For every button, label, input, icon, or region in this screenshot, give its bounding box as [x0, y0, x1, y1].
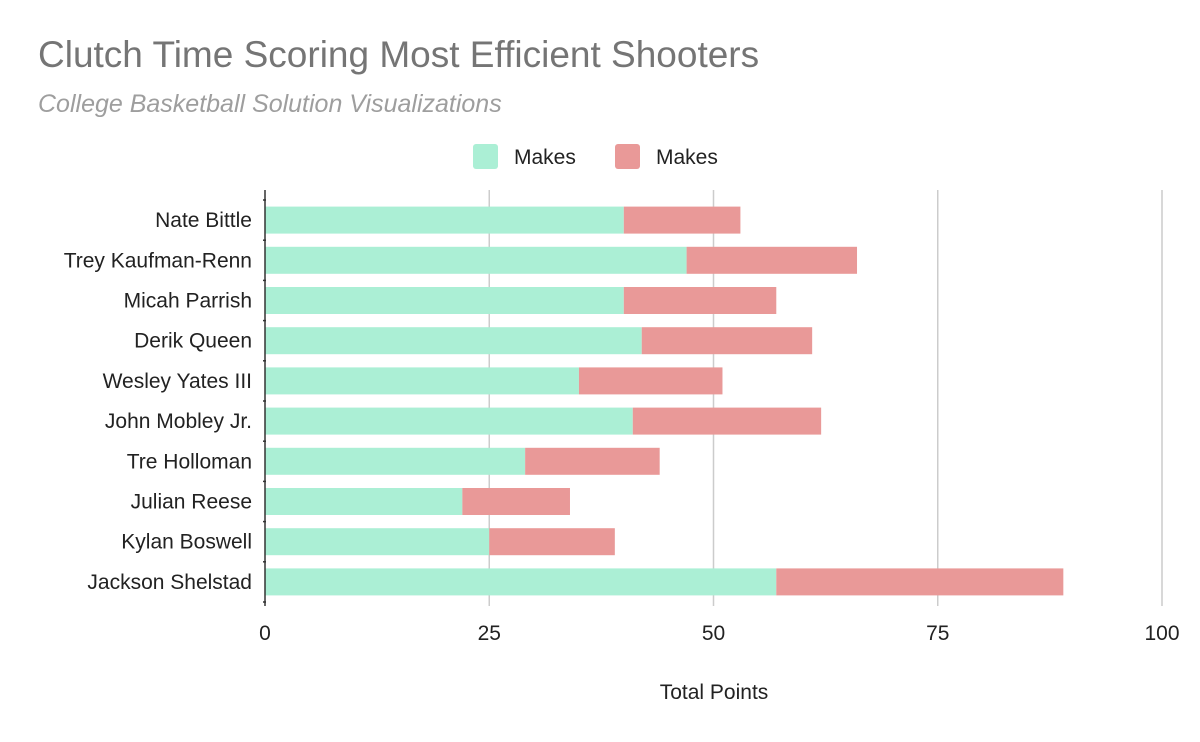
category-label: Nate Bittle [155, 209, 252, 232]
category-label: John Mobley Jr. [105, 410, 252, 433]
bar-tre-holloman-series-1[interactable] [265, 447, 526, 475]
bar-julian-reese-series-1[interactable] [265, 488, 463, 515]
category-label: Kylan Boswell [121, 531, 252, 554]
category-label: Micah Parrish [124, 290, 252, 313]
category-label: Wesley Yates III [103, 370, 252, 393]
legend-label: Makes [656, 146, 718, 169]
bar-jackson-shelstad-series-2[interactable] [776, 568, 1064, 596]
x-tick-label-0: 0 [259, 622, 271, 645]
bar-john-mobley-jr-series-1[interactable] [265, 407, 633, 435]
x-axis-ticks: 0 25 50 75 100 [259, 622, 1179, 645]
legend-label: Makes [514, 146, 576, 169]
bar-wesley-yates-iii-series-1[interactable] [265, 367, 579, 395]
bar-julian-reese-series-2[interactable] [462, 488, 570, 515]
chart-title: Clutch Time Scoring Most Efficient Shoot… [38, 34, 760, 75]
legend-swatch [473, 144, 498, 169]
bar-jackson-shelstad-series-1[interactable] [265, 568, 777, 596]
category-labels: Nate Bittle Trey Kaufman-Renn Micah Parris… [64, 209, 252, 594]
bar-kylan-boswell-series-1[interactable] [265, 528, 490, 556]
bar-kylan-boswell-series-2[interactable] [489, 528, 615, 556]
bars [265, 206, 1064, 596]
category-label: Derik Queen [134, 330, 252, 353]
legend: Makes Makes [473, 144, 718, 169]
x-tick-label-100: 100 [1144, 622, 1179, 645]
bar-micah-parrish-series-2[interactable] [623, 287, 777, 314]
x-tick-label-50: 50 [702, 622, 725, 645]
bar-derik-queen-series-1[interactable] [265, 327, 642, 355]
y-axis [263, 190, 266, 606]
category-label: Tre Holloman [127, 450, 252, 473]
legend-item-2[interactable]: Makes [615, 144, 718, 169]
category-label: Trey Kaufman-Renn [64, 249, 252, 272]
legend-item-1[interactable]: Makes [473, 144, 576, 169]
bar-nate-bittle-series-1[interactable] [265, 206, 624, 234]
bar-trey-kaufman-renn-series-2[interactable] [686, 246, 858, 274]
category-label: Julian Reese [131, 491, 252, 514]
x-axis-title: Total Points [660, 681, 769, 704]
bar-derik-queen-series-2[interactable] [641, 327, 813, 355]
chart-subtitle: College Basketball Solution Visualizatio… [38, 90, 502, 118]
category-label: Jackson Shelstad [87, 571, 252, 594]
x-tick-label-25: 25 [478, 622, 501, 645]
x-tick-label-75: 75 [926, 622, 949, 645]
bar-nate-bittle-series-2[interactable] [623, 206, 741, 234]
bar-wesley-yates-iii-series-2[interactable] [578, 367, 723, 395]
legend-swatch [615, 144, 640, 169]
bar-tre-holloman-series-2[interactable] [525, 447, 660, 475]
bar-john-mobley-jr-series-2[interactable] [632, 407, 822, 435]
bar-trey-kaufman-renn-series-1[interactable] [265, 246, 687, 274]
bar-micah-parrish-series-1[interactable] [265, 287, 624, 314]
